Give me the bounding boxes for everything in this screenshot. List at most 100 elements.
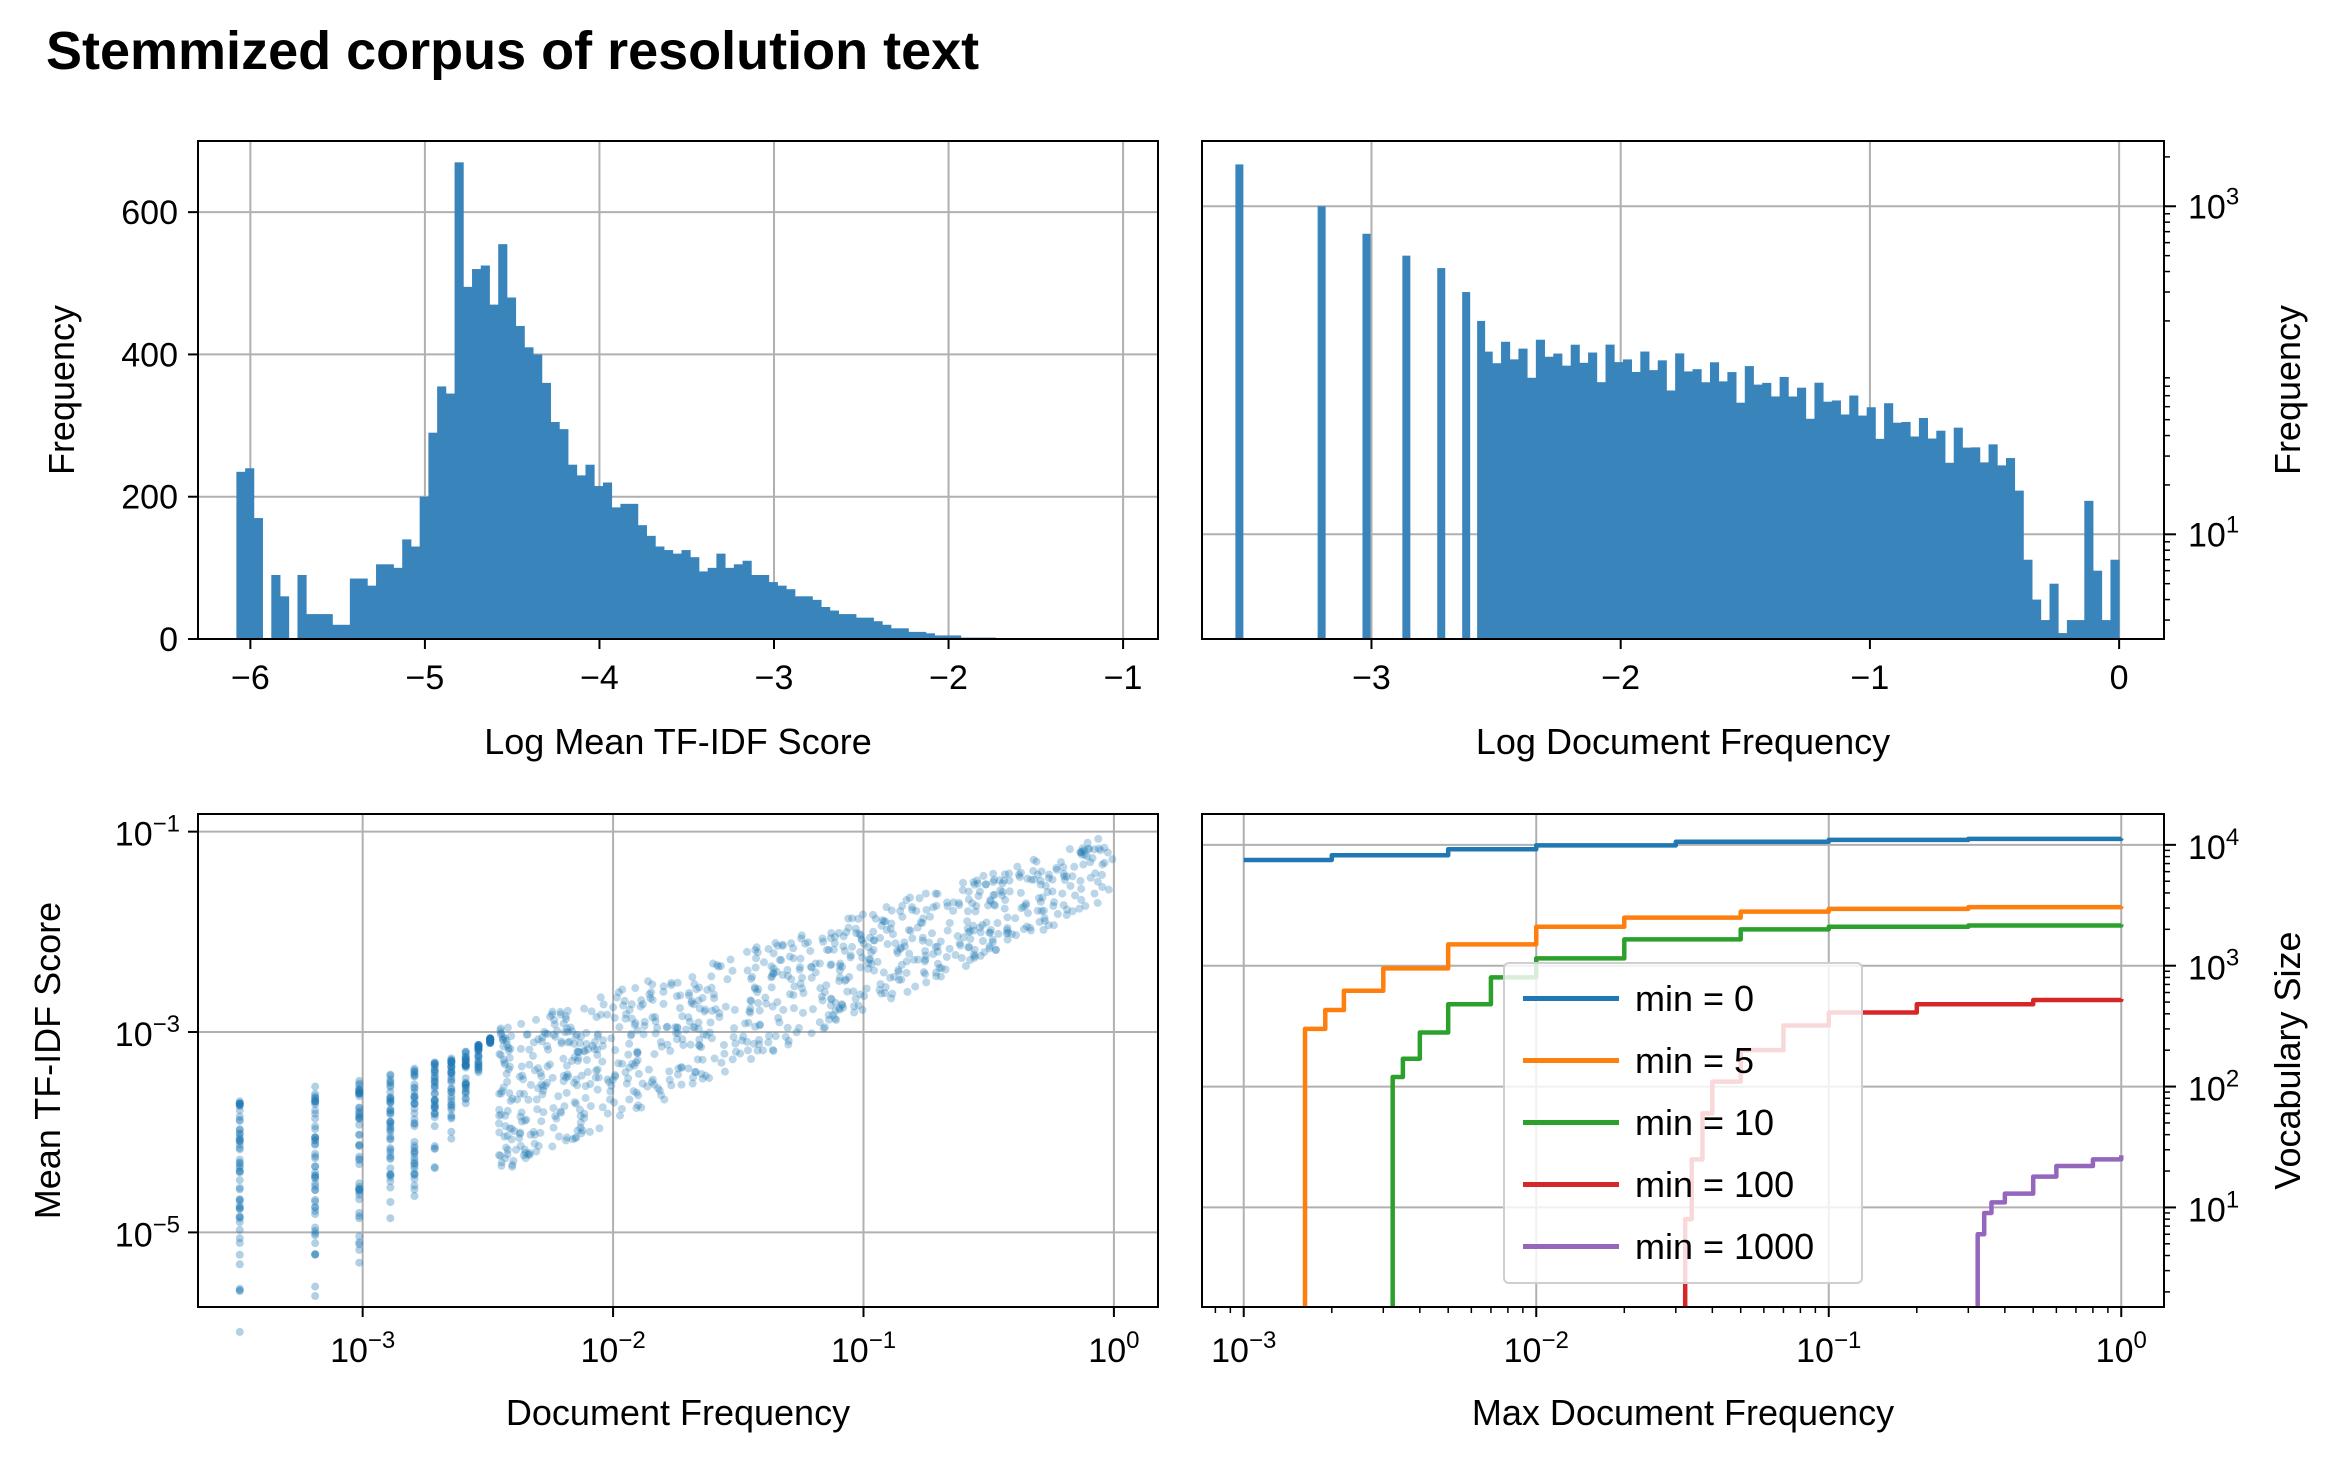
scatter-point bbox=[931, 889, 940, 898]
scatter-point bbox=[461, 1060, 470, 1069]
scatter-point bbox=[447, 1076, 456, 1085]
scatter-point bbox=[235, 1250, 244, 1259]
scatter-point bbox=[536, 1128, 545, 1137]
scatter-point bbox=[832, 1015, 841, 1024]
scatter-point bbox=[502, 1143, 511, 1152]
scatter-point bbox=[474, 1047, 483, 1056]
scatter-point bbox=[964, 895, 973, 904]
scatter-point bbox=[698, 1055, 707, 1064]
scatter-point bbox=[410, 1070, 419, 1079]
scatter-point bbox=[801, 939, 810, 948]
scatter-point bbox=[705, 1028, 714, 1037]
scatter-point bbox=[625, 1039, 634, 1048]
scatter-point bbox=[1012, 931, 1021, 940]
scatter-point bbox=[430, 1096, 439, 1105]
scatter-point bbox=[497, 1089, 506, 1098]
scatter-point bbox=[974, 891, 983, 900]
scatter-point bbox=[545, 1060, 554, 1069]
scatter-point bbox=[386, 1098, 395, 1107]
scatter-point bbox=[430, 1078, 439, 1087]
scatter-point bbox=[721, 1002, 730, 1011]
scatter-point bbox=[430, 1095, 439, 1104]
x-tick-label: 100 bbox=[1088, 1327, 1139, 1370]
scatter-point bbox=[311, 1109, 320, 1118]
scatter-point bbox=[651, 1029, 660, 1038]
scatter-point bbox=[386, 1082, 395, 1091]
scatter-point bbox=[235, 1204, 244, 1213]
histogram-bar bbox=[568, 464, 578, 639]
scatter-point bbox=[611, 1071, 620, 1080]
histogram-bar bbox=[253, 518, 263, 639]
scatter-point bbox=[548, 1073, 557, 1082]
scatter-point bbox=[835, 976, 844, 985]
scatter-point bbox=[235, 1195, 244, 1204]
scatter-point bbox=[430, 1058, 439, 1067]
scatter-point bbox=[834, 928, 843, 937]
scatter-point bbox=[567, 1027, 576, 1036]
scatter-point bbox=[311, 1171, 320, 1180]
scatter-point bbox=[819, 937, 828, 946]
scatter-point bbox=[783, 965, 792, 974]
scatter-point bbox=[355, 1160, 364, 1169]
scatter-point bbox=[311, 1292, 320, 1301]
scatter-point bbox=[1100, 858, 1109, 867]
scatter-point bbox=[355, 1187, 364, 1196]
scatter-point bbox=[964, 928, 973, 937]
scatter-point bbox=[1100, 843, 1109, 852]
legend-swatch bbox=[1523, 1058, 1619, 1063]
histogram-bar bbox=[1762, 382, 1772, 639]
scatter-point bbox=[355, 1130, 364, 1139]
histogram-bar bbox=[2084, 500, 2094, 639]
scatter-point bbox=[650, 1050, 659, 1059]
scatter-point bbox=[474, 1061, 483, 1070]
scatter-point bbox=[651, 1012, 660, 1021]
scatter-point bbox=[909, 955, 918, 964]
scatter-point bbox=[474, 1063, 483, 1072]
histogram-bar bbox=[332, 624, 342, 639]
scatter-point bbox=[541, 1081, 550, 1090]
scatter-point bbox=[719, 1040, 728, 1049]
scatter-point bbox=[505, 1124, 514, 1133]
scatter-point bbox=[990, 890, 999, 899]
scatter-point bbox=[586, 1080, 595, 1089]
scatter-point bbox=[876, 933, 885, 942]
scatter-point bbox=[235, 1137, 244, 1146]
histogram-bar bbox=[2049, 583, 2059, 639]
scatter-point bbox=[410, 1153, 419, 1162]
scatter-point bbox=[474, 1046, 483, 1055]
histogram-bar bbox=[428, 432, 438, 639]
scatter-point bbox=[530, 1139, 539, 1148]
scatter-point bbox=[486, 1035, 495, 1044]
scatter-point bbox=[355, 1141, 364, 1150]
histogram-bar bbox=[1462, 292, 1471, 639]
scatter-point bbox=[653, 1084, 662, 1093]
scatter-point bbox=[991, 945, 1000, 954]
scatter-point bbox=[755, 1006, 764, 1015]
scatter-point bbox=[461, 1057, 470, 1066]
scatter-point bbox=[311, 1092, 320, 1101]
scatter-point bbox=[554, 1092, 563, 1101]
figure-title: Stemmized corpus of resolution text bbox=[46, 21, 980, 81]
histogram-bar bbox=[236, 471, 246, 639]
scatter-point bbox=[951, 951, 960, 960]
scatter-point bbox=[894, 967, 903, 976]
scatter-point bbox=[311, 1133, 320, 1142]
scatter-point bbox=[986, 897, 995, 906]
scatter-point bbox=[1104, 885, 1113, 894]
scatter-point bbox=[876, 980, 885, 989]
scatter-point bbox=[1070, 862, 1079, 871]
scatter-point bbox=[702, 1031, 711, 1040]
histogram-bar bbox=[1936, 430, 1946, 639]
scatter-point bbox=[789, 954, 798, 963]
scatter-point bbox=[981, 880, 990, 889]
scatter-point bbox=[979, 871, 988, 880]
scatter-point bbox=[901, 942, 910, 951]
scatter-point bbox=[911, 982, 920, 991]
scatter-point bbox=[474, 1042, 483, 1051]
scatter-point bbox=[486, 1034, 495, 1043]
scatter-point bbox=[521, 1154, 530, 1163]
scatter-point bbox=[507, 1135, 516, 1144]
scatter-point bbox=[1098, 883, 1107, 892]
scatter-point bbox=[1041, 881, 1050, 890]
scatter-point bbox=[563, 1006, 572, 1015]
